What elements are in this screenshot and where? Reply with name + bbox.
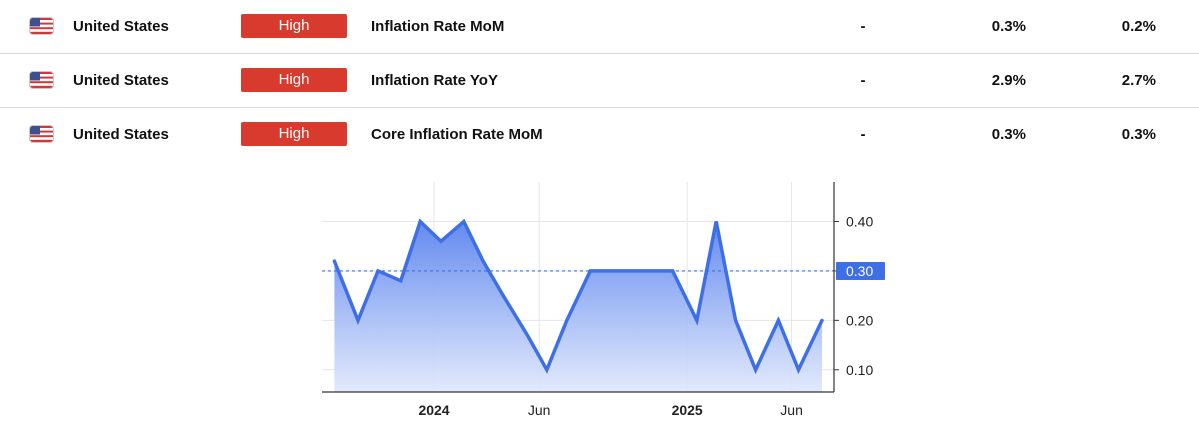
series-area xyxy=(334,221,822,392)
x-tick-label: Jun xyxy=(528,402,551,418)
importance-badge: High xyxy=(241,68,347,92)
previous-value: 2.9% xyxy=(991,72,1026,89)
current-value-badge xyxy=(836,261,885,280)
previous-value: 0.3% xyxy=(991,18,1026,35)
actual-value: - xyxy=(860,18,866,35)
importance-badge: High xyxy=(241,14,347,38)
us-flag-icon xyxy=(30,126,53,142)
y-tick-label: 0.40 xyxy=(846,214,873,230)
calendar-table: United States High Inflation Rate MoM - … xyxy=(0,0,1199,162)
country-name: United States xyxy=(73,18,169,35)
y-tick-label: 0.10 xyxy=(846,362,873,378)
event-name[interactable]: Inflation Rate YoY xyxy=(371,72,498,89)
current-value-label: 0.30 xyxy=(846,263,873,279)
x-tick-label: Jun xyxy=(780,402,803,418)
series-line xyxy=(332,218,824,375)
country-name: United States xyxy=(73,72,169,89)
table-row[interactable]: United States High Inflation Rate MoM - … xyxy=(0,0,1199,54)
x-tick-label: 2025 xyxy=(672,402,703,418)
us-flag-icon xyxy=(30,72,53,88)
us-flag-icon xyxy=(30,18,53,34)
actual-value: - xyxy=(860,72,866,89)
forecast-value: 2.7% xyxy=(1121,72,1156,89)
x-tick-label: 2024 xyxy=(418,402,449,418)
previous-value: 0.3% xyxy=(991,126,1026,143)
event-name[interactable]: Inflation Rate MoM xyxy=(371,18,505,35)
event-name[interactable]: Core Inflation Rate MoM xyxy=(371,126,543,143)
importance-badge: High xyxy=(241,122,347,146)
country-name: United States xyxy=(73,126,169,143)
table-row[interactable]: United States High Inflation Rate YoY - … xyxy=(0,54,1199,108)
y-tick-label: 0.20 xyxy=(846,312,873,328)
forecast-value: 0.3% xyxy=(1121,126,1156,143)
forecast-value: 0.2% xyxy=(1121,18,1156,35)
table-row[interactable]: United States High Core Inflation Rate M… xyxy=(0,108,1199,162)
actual-value: - xyxy=(860,126,866,143)
